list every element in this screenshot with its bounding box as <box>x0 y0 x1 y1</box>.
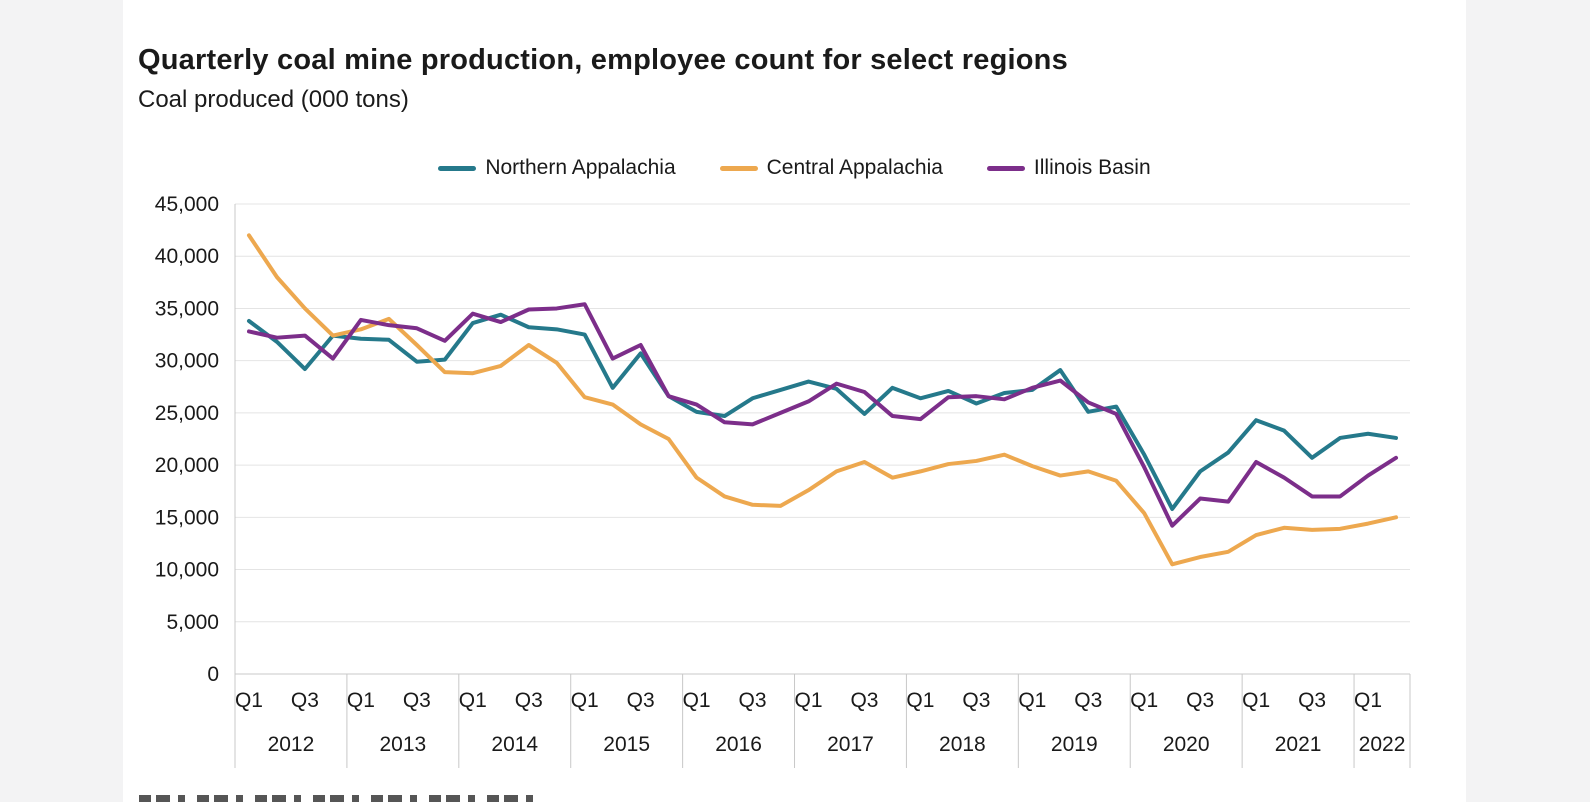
x-year-label: 2021 <box>1275 733 1322 756</box>
series-line-northern-appalachia <box>246 312 1399 511</box>
cropped-footnote-fragment <box>139 795 539 802</box>
x-year-label: 2018 <box>939 733 986 756</box>
page-title: Quarterly coal mine production, employee… <box>138 44 1068 76</box>
x-quarter-label: Q1 <box>1018 689 1046 712</box>
legend-item-illinois-basin: Illinois Basin <box>986 156 1151 180</box>
x-quarter-label: Q1 <box>347 689 375 712</box>
legend-item-northern-appalachia: Northern Appalachia <box>438 156 676 180</box>
x-quarter-label: Q3 <box>291 689 319 712</box>
x-quarter-label: Q3 <box>627 689 655 712</box>
legend-swatch-central-appalachia <box>719 165 758 171</box>
legend-item-central-appalachia: Central Appalachia <box>719 156 943 180</box>
y-tick-label: 0 <box>207 663 219 686</box>
x-quarter-label: Q3 <box>515 689 543 712</box>
chart-subtitle: Coal produced (000 tons) <box>138 86 409 113</box>
legend-swatch-northern-appalachia <box>438 165 477 171</box>
chart-card: Quarterly coal mine production, employee… <box>123 0 1466 802</box>
x-year-label: 2022 <box>1359 733 1406 756</box>
y-tick-label: 5,000 <box>166 611 219 634</box>
x-quarter-label: Q1 <box>235 689 263 712</box>
series-line-illinois-basin <box>246 302 1399 528</box>
y-tick-label: 35,000 <box>155 297 219 320</box>
x-quarter-label: Q1 <box>795 689 823 712</box>
series-line-central-appalachia <box>246 233 1399 567</box>
x-year-label: 2016 <box>715 733 762 756</box>
y-tick-label: 15,000 <box>155 506 219 529</box>
legend-swatch-illinois-basin <box>986 165 1025 171</box>
x-year-label: 2019 <box>1051 733 1098 756</box>
x-quarter-label: Q1 <box>1354 689 1382 712</box>
line-chart: 0 5,000 10,000 15,000 20,000 25,000 30,000 35,0… <box>155 193 1411 768</box>
x-quarter-label: Q3 <box>962 689 990 712</box>
x-quarter-label: Q1 <box>571 689 599 712</box>
x-quarter-label: Q3 <box>1186 689 1214 712</box>
x-quarter-label: Q1 <box>683 689 711 712</box>
legend-label-central-appalachia: Central Appalachia <box>766 156 943 179</box>
x-quarter-label: Q3 <box>850 689 878 712</box>
legend-label-northern-appalachia: Northern Appalachia <box>485 156 676 179</box>
x-quarter-label: Q1 <box>459 689 487 712</box>
x-quarter-label: Q1 <box>1130 689 1158 712</box>
x-year-label: 2015 <box>603 733 650 756</box>
x-quarter-label: Q1 <box>906 689 934 712</box>
x-quarter-label: Q3 <box>1074 689 1102 712</box>
chart-legend: Northern Appalachia Central Appalachia I… <box>123 156 1466 180</box>
y-tick-label: 20,000 <box>155 454 219 477</box>
legend-label-illinois-basin: Illinois Basin <box>1033 156 1151 179</box>
x-year-label: 2012 <box>268 733 315 756</box>
y-tick-label: 40,000 <box>155 245 219 268</box>
x-quarter-label: Q3 <box>403 689 431 712</box>
x-year-label: 2014 <box>491 733 538 756</box>
x-year-label: 2013 <box>379 733 426 756</box>
y-tick-label: 45,000 <box>155 193 219 216</box>
y-tick-label: 10,000 <box>155 559 219 582</box>
y-tick-label: 30,000 <box>155 350 219 373</box>
x-year-label: 2020 <box>1163 733 1210 756</box>
x-quarter-label: Q1 <box>1242 689 1270 712</box>
y-tick-label: 25,000 <box>155 402 219 425</box>
x-quarter-label: Q3 <box>739 689 767 712</box>
x-quarter-label: Q3 <box>1298 689 1326 712</box>
x-year-label: 2017 <box>827 733 874 756</box>
